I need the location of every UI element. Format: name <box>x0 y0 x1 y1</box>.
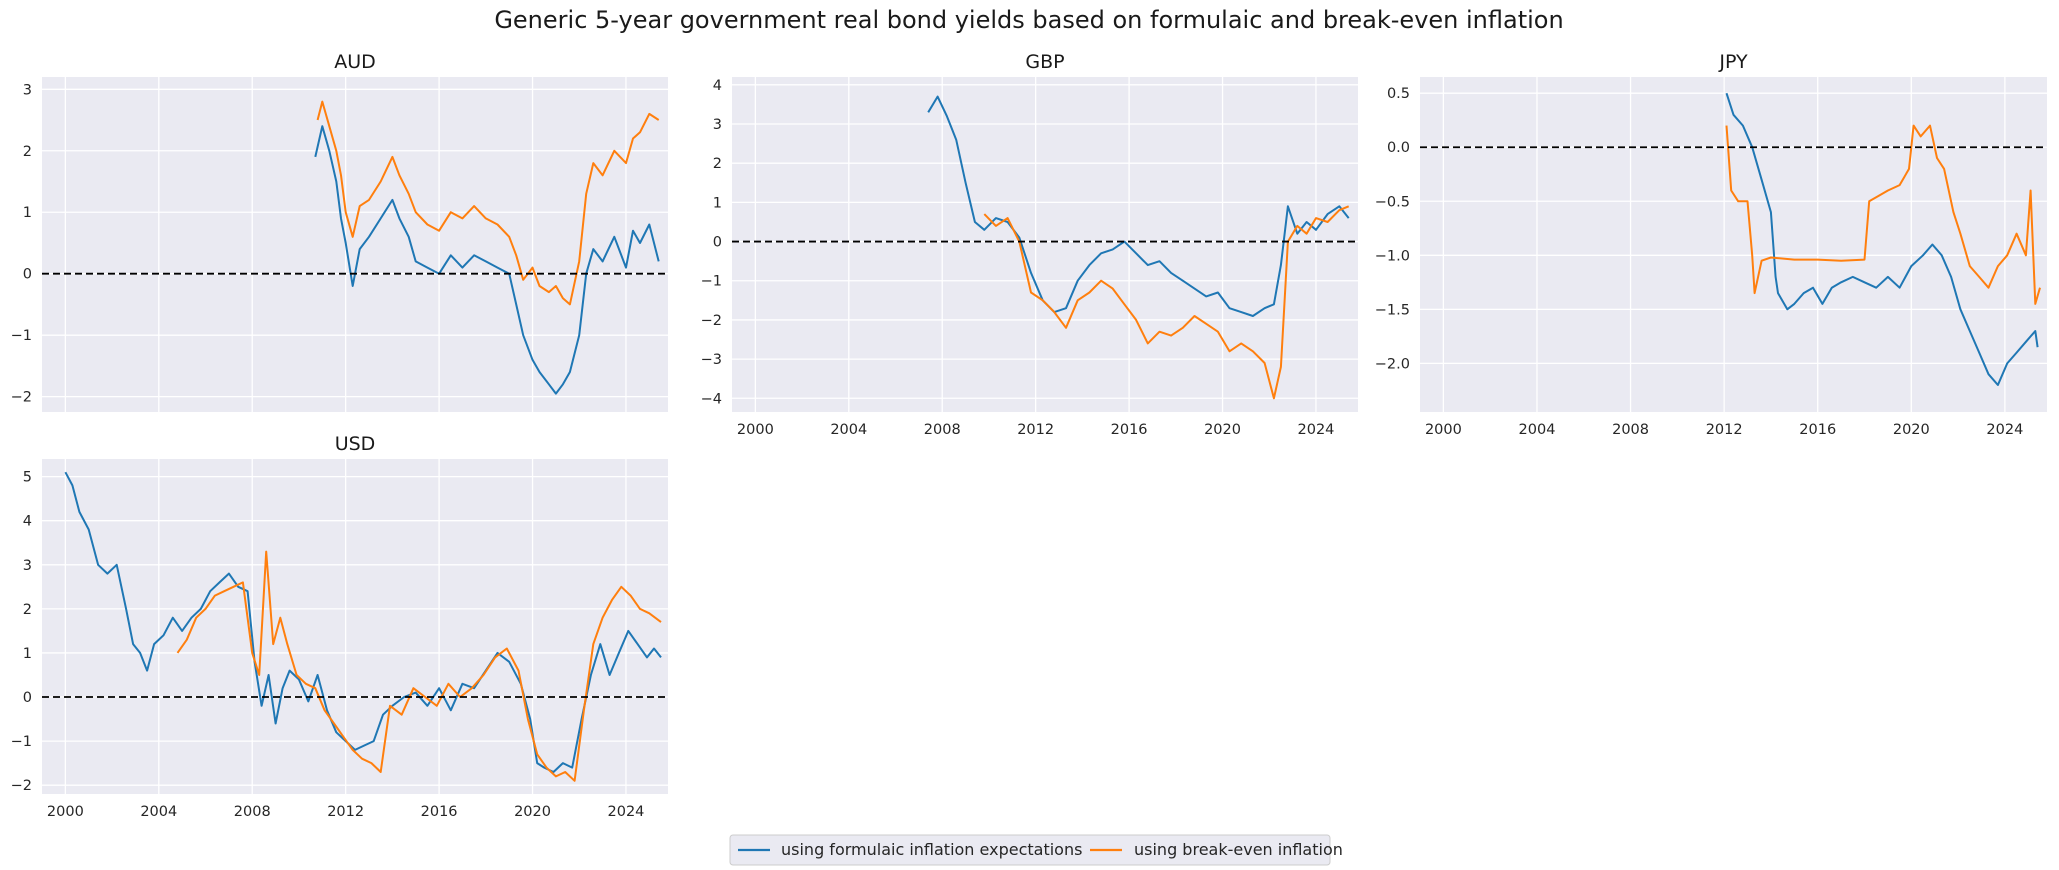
x-tick-label: 2000 <box>1425 422 1462 438</box>
y-tick-label: 3 <box>23 558 32 574</box>
figure-title: Generic 5-year government real bond yiel… <box>494 6 1563 34</box>
series-line-formulaic-gbp <box>927 95 1350 317</box>
y-tick-label: −1.5 <box>1375 302 1410 318</box>
y-tick-label: −1 <box>11 734 32 750</box>
x-tick-label: 2004 <box>1519 422 1556 438</box>
y-tick-label: −1 <box>701 274 722 290</box>
x-tick-label: 2012 <box>1706 422 1743 438</box>
x-tick-label: 2008 <box>234 804 271 820</box>
x-tick-label: 2024 <box>1986 422 2023 438</box>
x-tick-label: 2008 <box>1612 422 1649 438</box>
y-tick-label: −1.0 <box>1375 248 1410 264</box>
y-tick-label: 3 <box>713 117 722 133</box>
y-tick-label: −4 <box>701 391 722 407</box>
y-tick-label: 1 <box>23 205 32 221</box>
x-tick-label: 2016 <box>1799 422 1836 438</box>
legend-label-formulaic: using formulaic inflation expectations <box>781 840 1082 859</box>
plot-area-usd <box>42 459 668 794</box>
x-tick-label: 2020 <box>514 804 551 820</box>
plot-area-aud <box>42 77 668 412</box>
y-tick-label: −1 <box>11 328 32 344</box>
x-tick-label: 2008 <box>924 422 961 438</box>
y-tick-label: 5 <box>23 470 32 486</box>
y-tick-label: 2 <box>713 156 722 172</box>
y-tick-label: 2 <box>23 144 32 160</box>
x-tick-label: 2012 <box>327 804 364 820</box>
y-tick-label: 3 <box>23 82 32 98</box>
x-tick-label: 2012 <box>1017 422 1054 438</box>
x-tick-label: 2020 <box>1893 422 1930 438</box>
series-line-formulaic-jpy <box>1725 92 2039 386</box>
panel-title-gbp: GBP <box>1025 51 1064 73</box>
x-tick-label: 2024 <box>1298 422 1335 438</box>
x-tick-label: 2004 <box>140 804 177 820</box>
panel-title-jpy: JPY <box>1718 51 1748 73</box>
series-line-breakeven-aud <box>316 100 660 306</box>
legend-label-breakeven: using break-even inflation <box>1134 840 1343 859</box>
y-tick-label: −3 <box>701 352 722 368</box>
x-tick-label: 2000 <box>47 804 84 820</box>
y-tick-label: 4 <box>713 78 722 94</box>
x-tick-label: 2000 <box>737 422 774 438</box>
y-tick-label: −2 <box>701 313 722 329</box>
plot-area-jpy <box>1420 77 2047 412</box>
legend: using formulaic inflation expectations u… <box>729 834 1343 866</box>
y-tick-label: 0 <box>713 235 722 251</box>
y-tick-label: −2.0 <box>1375 356 1410 372</box>
x-tick-label: 2004 <box>830 422 867 438</box>
panel-title-aud: AUD <box>334 51 376 73</box>
legend-frame <box>729 834 1331 866</box>
series-line-breakeven-jpy <box>1725 124 2041 305</box>
x-tick-label: 2024 <box>608 804 645 820</box>
y-tick-label: 0 <box>23 267 32 283</box>
x-tick-label: 2016 <box>1111 422 1148 438</box>
series-line-breakeven-gbp <box>983 205 1350 400</box>
y-tick-label: −2 <box>11 390 32 406</box>
y-tick-label: 0 <box>23 690 32 706</box>
chart-panel-aud: −2 −1 0 1 2 3 AUD <box>11 51 668 412</box>
y-tick-label: 4 <box>23 514 32 530</box>
series-line-formulaic-aud <box>314 125 660 395</box>
series-line-formulaic-usd <box>64 471 662 773</box>
x-tick-label: 2020 <box>1204 422 1241 438</box>
plot-area-gbp <box>732 77 1358 412</box>
y-tick-label: 1 <box>23 646 32 662</box>
y-tick-label: 2 <box>23 602 32 618</box>
y-tick-label: −2 <box>11 778 32 794</box>
chart-panel-gbp: −4 −3 −2 −1 0 1 2 3 4 2000 2004 2008 2012 2016 2020 202… <box>701 51 1358 438</box>
chart-panel-usd: −2 −1 0 1 2 3 4 5 2000 2004 2008 2012 2016 2020 2024 US… <box>11 433 668 820</box>
x-tick-label: 2016 <box>421 804 458 820</box>
y-tick-label: 0.5 <box>1387 86 1410 102</box>
y-tick-label: 1 <box>713 195 722 211</box>
series-line-breakeven-usd <box>176 550 662 782</box>
y-tick-label: −0.5 <box>1375 194 1410 210</box>
y-tick-label: 0.0 <box>1387 140 1410 156</box>
panel-title-usd: USD <box>335 433 376 455</box>
chart-panel-jpy: −2.0 −1.5 −1.0 −0.5 0.0 0.5 2000 2004 2008 2012 20… <box>1375 51 2047 438</box>
